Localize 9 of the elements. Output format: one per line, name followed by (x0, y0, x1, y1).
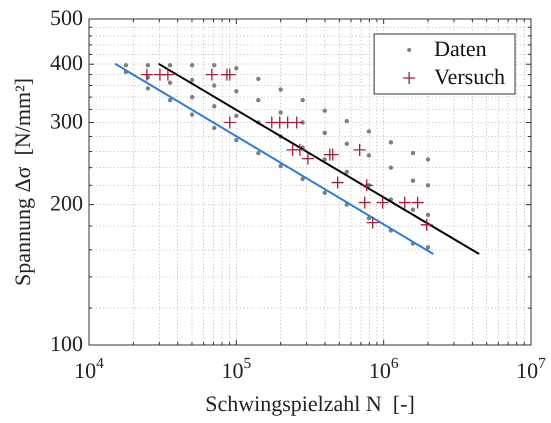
y-tick-label: 400 (50, 50, 83, 75)
y-tick-label: 300 (50, 108, 83, 134)
x-axis-title: Schwingspielzahl N [-] (205, 391, 415, 416)
y-tick-label: 200 (50, 190, 83, 216)
legend-label: Versuch (434, 64, 506, 89)
legend-label: Daten (434, 36, 487, 61)
y-tick-label: 500 (50, 4, 83, 30)
y-tick-label: 100 (50, 330, 83, 356)
y-axis-title: Spannung Δσ [N/mm²] (10, 78, 35, 286)
